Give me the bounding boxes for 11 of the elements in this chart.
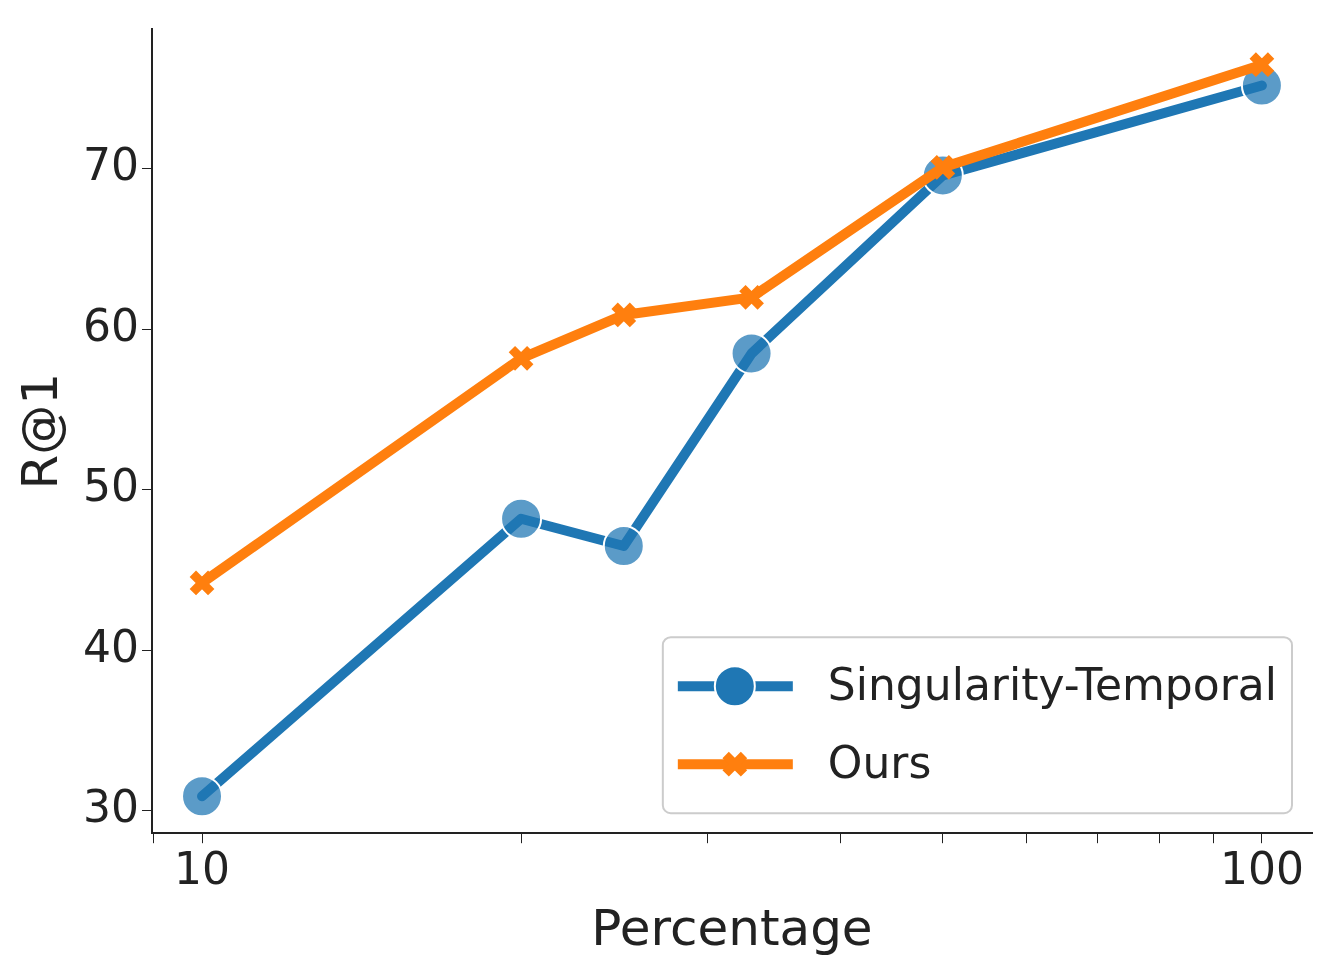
legend-label: Ours xyxy=(827,736,932,788)
x-tick-label: 100 xyxy=(1219,843,1304,895)
y-tick-label: 40 xyxy=(82,620,139,672)
x-axis-title: Percentage xyxy=(591,898,873,957)
y-tick-label: 70 xyxy=(82,139,139,191)
y-tick-label: 60 xyxy=(82,299,139,351)
y-tick-label: 50 xyxy=(82,460,139,512)
y-tick-label: 30 xyxy=(82,781,139,833)
y-axis-title: R@1 xyxy=(10,373,69,490)
x-tick-label: 10 xyxy=(174,843,231,895)
legend-label: Singularity-Temporal xyxy=(827,658,1278,710)
